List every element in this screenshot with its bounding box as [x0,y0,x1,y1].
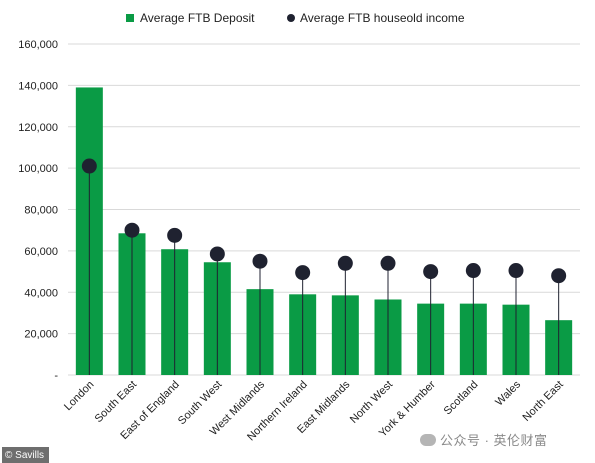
income-dot [508,263,524,279]
gridlines [68,43,580,376]
legend-swatch-deposit [126,14,134,22]
income-dot [167,227,183,243]
income-dot [209,246,225,262]
income-dot [81,158,97,174]
x-tick-label: Scotland [442,379,481,418]
source-credit: © Savills [2,447,50,463]
income-dot [380,255,396,271]
y-tick-label: 20,000 [24,329,58,341]
x-tick-label: Wales [493,378,523,408]
income-dots [81,158,567,284]
income-dot [465,263,481,279]
income-dot [252,253,268,269]
y-tick-label: 40,000 [24,287,58,299]
y-tick-label: 80,000 [24,205,58,217]
y-tick-label: 60,000 [24,246,58,258]
legend-label-deposit: Average FTB Deposit [140,11,255,25]
credit-text: © Savills [5,450,45,461]
income-dot [423,264,439,280]
x-tick-label: London [62,379,96,413]
income-dot [295,265,311,281]
wechat-icon [420,434,436,446]
y-axis-ticks: - 20,000 40,000 60,000 80,000 100,000 120,000 1… [18,39,58,382]
y-tick-label: 140,000 [18,80,58,92]
y-tick-label: 120,000 [18,122,58,134]
y-tick-label: - [54,370,58,382]
watermark: 公众号 · 英伦财富 [420,430,548,449]
legend-swatch-income [287,14,295,22]
bar-series [75,87,573,375]
x-tick-label: South East [93,379,140,426]
income-stems [88,166,560,375]
legend-label-income: Average FTB houseold income [300,11,465,25]
y-tick-label: 100,000 [18,163,58,175]
y-tick-label: 160,000 [18,39,58,51]
income-dot [337,255,353,271]
x-tick-label: North East [521,379,566,424]
watermark-text: 公众号 · 英伦财富 [440,433,548,448]
income-dot [124,222,140,238]
income-dot [551,268,567,284]
legend: Average FTB Deposit Average FTB houseold… [126,11,465,25]
